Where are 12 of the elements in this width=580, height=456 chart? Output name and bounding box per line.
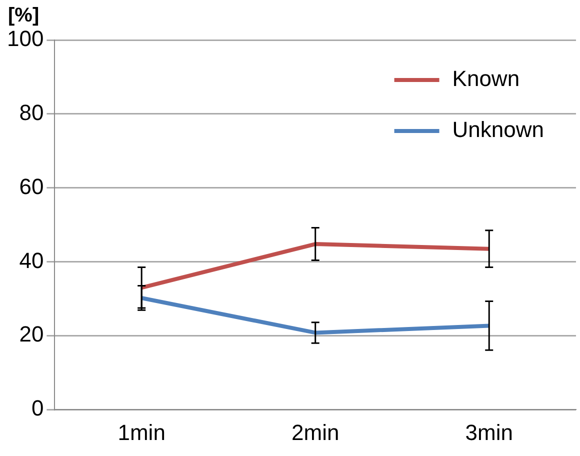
legend-label: Known [452,66,520,92]
y-tick-label: 40 [19,248,44,273]
x-tick-label: 3min [465,420,513,445]
y-tick-label: 20 [19,322,44,347]
y-tick-label: 60 [19,174,44,199]
legend-label: Unknown [452,117,544,142]
y-axis-title: [%] [8,4,40,27]
x-tick-label: 1min [118,420,166,445]
y-tick-label: 0 [31,396,44,421]
y-tick-label: 80 [19,100,44,125]
y-tick-label: 100 [6,26,44,52]
x-tick-label: 2min [292,420,340,445]
